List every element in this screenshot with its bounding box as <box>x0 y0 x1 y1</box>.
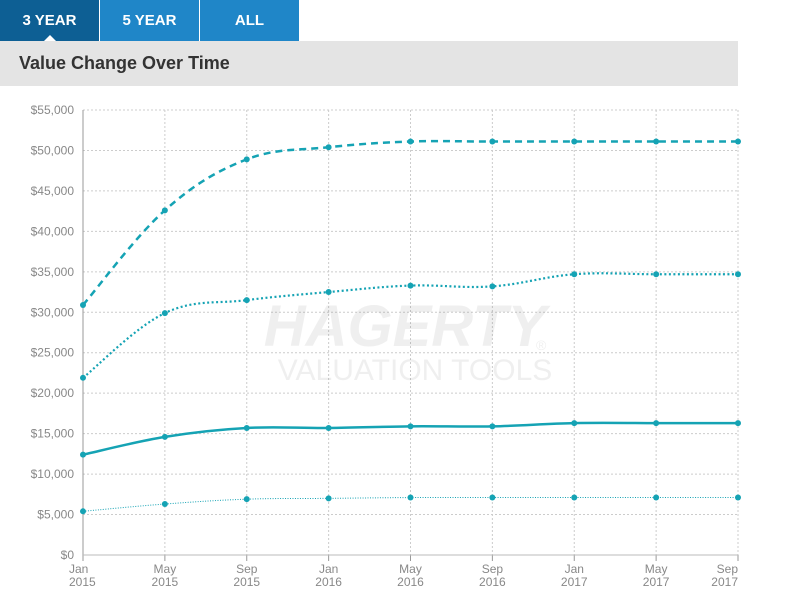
x-tick-label-year: 2015 <box>69 575 96 589</box>
data-point[interactable] <box>407 282 414 289</box>
y-tick-label: $5,000 <box>37 508 74 522</box>
x-tick-label-year: 2017 <box>711 575 738 589</box>
y-tick-label: $30,000 <box>31 305 75 319</box>
data-point[interactable] <box>653 138 660 145</box>
data-point[interactable] <box>735 271 741 278</box>
tab-all[interactable]: ALL <box>200 0 299 41</box>
chart-header: Value Change Over Time <box>0 41 738 86</box>
data-point[interactable] <box>735 420 741 427</box>
watermark-registered: ® <box>536 337 547 353</box>
period-tabs: 3 YEAR 5 YEAR ALL <box>0 0 300 41</box>
data-point[interactable] <box>735 138 741 145</box>
data-point[interactable] <box>489 494 496 501</box>
data-point[interactable] <box>161 433 168 440</box>
data-point[interactable] <box>161 501 168 508</box>
y-tick-label: $0 <box>61 548 75 562</box>
data-point[interactable] <box>489 423 496 430</box>
x-tick-label-month: Sep <box>717 562 739 576</box>
series-lines <box>80 138 741 515</box>
tab-5-year[interactable]: 5 YEAR <box>100 0 199 41</box>
data-point[interactable] <box>735 494 741 501</box>
data-point[interactable] <box>325 424 332 431</box>
data-point[interactable] <box>407 423 414 430</box>
watermark-brand: HAGERTY <box>264 294 552 359</box>
data-point[interactable] <box>489 138 496 145</box>
x-tick-label-month: May <box>645 562 668 576</box>
x-tick-label-month: Sep <box>236 562 258 576</box>
x-tick-label-year: 2016 <box>397 575 424 589</box>
y-tick-label: $45,000 <box>31 184 75 198</box>
data-point[interactable] <box>407 138 414 145</box>
x-tick-label-year: 2016 <box>315 575 342 589</box>
data-point[interactable] <box>243 297 250 304</box>
data-point[interactable] <box>243 496 250 503</box>
axis-labels: $0 $5,000 $10,000 $15,000 $20,000 $25,000 $30,… <box>31 103 739 589</box>
data-point[interactable] <box>653 494 660 501</box>
data-point[interactable] <box>80 374 86 381</box>
data-point[interactable] <box>243 156 250 163</box>
data-point[interactable] <box>243 424 250 431</box>
y-tick-label: $50,000 <box>31 143 75 157</box>
data-point[interactable] <box>653 420 660 427</box>
data-point[interactable] <box>80 301 86 308</box>
data-point[interactable] <box>80 508 86 515</box>
y-tick-label: $25,000 <box>31 346 75 360</box>
x-tick-label-month: May <box>399 562 422 576</box>
watermark-tagline: VALUATION TOOLS <box>278 354 553 387</box>
data-point[interactable] <box>571 420 578 427</box>
y-tick-label: $15,000 <box>31 427 75 441</box>
y-tick-label: $40,000 <box>31 224 75 238</box>
data-point[interactable] <box>571 138 578 145</box>
y-tick-label: $10,000 <box>31 467 75 481</box>
hagerty-watermark: HAGERTY ® VALUATION TOOLS <box>264 294 553 387</box>
data-point[interactable] <box>161 207 168 214</box>
x-tick-label-year: 2015 <box>152 575 179 589</box>
data-point[interactable] <box>325 495 332 502</box>
x-tick-label-year: 2016 <box>479 575 506 589</box>
x-tick-label-month: Jan <box>565 562 584 576</box>
grid-lines <box>82 109 739 561</box>
x-tick-label-year: 2017 <box>643 575 670 589</box>
tab-3-year[interactable]: 3 YEAR <box>0 0 99 41</box>
x-tick-label-year: 2015 <box>233 575 260 589</box>
x-tick-label-month: Jan <box>69 562 88 576</box>
x-tick-label-month: Jan <box>319 562 338 576</box>
x-tick-label-year: 2017 <box>561 575 588 589</box>
y-tick-label: $55,000 <box>31 103 75 117</box>
data-point[interactable] <box>653 271 660 278</box>
x-tick-label-month: May <box>154 562 177 576</box>
chart-title: Value Change Over Time <box>19 53 230 73</box>
data-point[interactable] <box>161 310 168 317</box>
data-point[interactable] <box>489 283 496 290</box>
x-tick-label-month: Sep <box>482 562 504 576</box>
data-point[interactable] <box>571 494 578 501</box>
data-point[interactable] <box>407 494 414 501</box>
data-point[interactable] <box>80 451 86 458</box>
data-point[interactable] <box>325 289 332 296</box>
data-point[interactable] <box>325 144 332 151</box>
y-tick-label: $35,000 <box>31 265 75 279</box>
y-tick-label: $20,000 <box>31 386 75 400</box>
data-point[interactable] <box>571 271 578 278</box>
